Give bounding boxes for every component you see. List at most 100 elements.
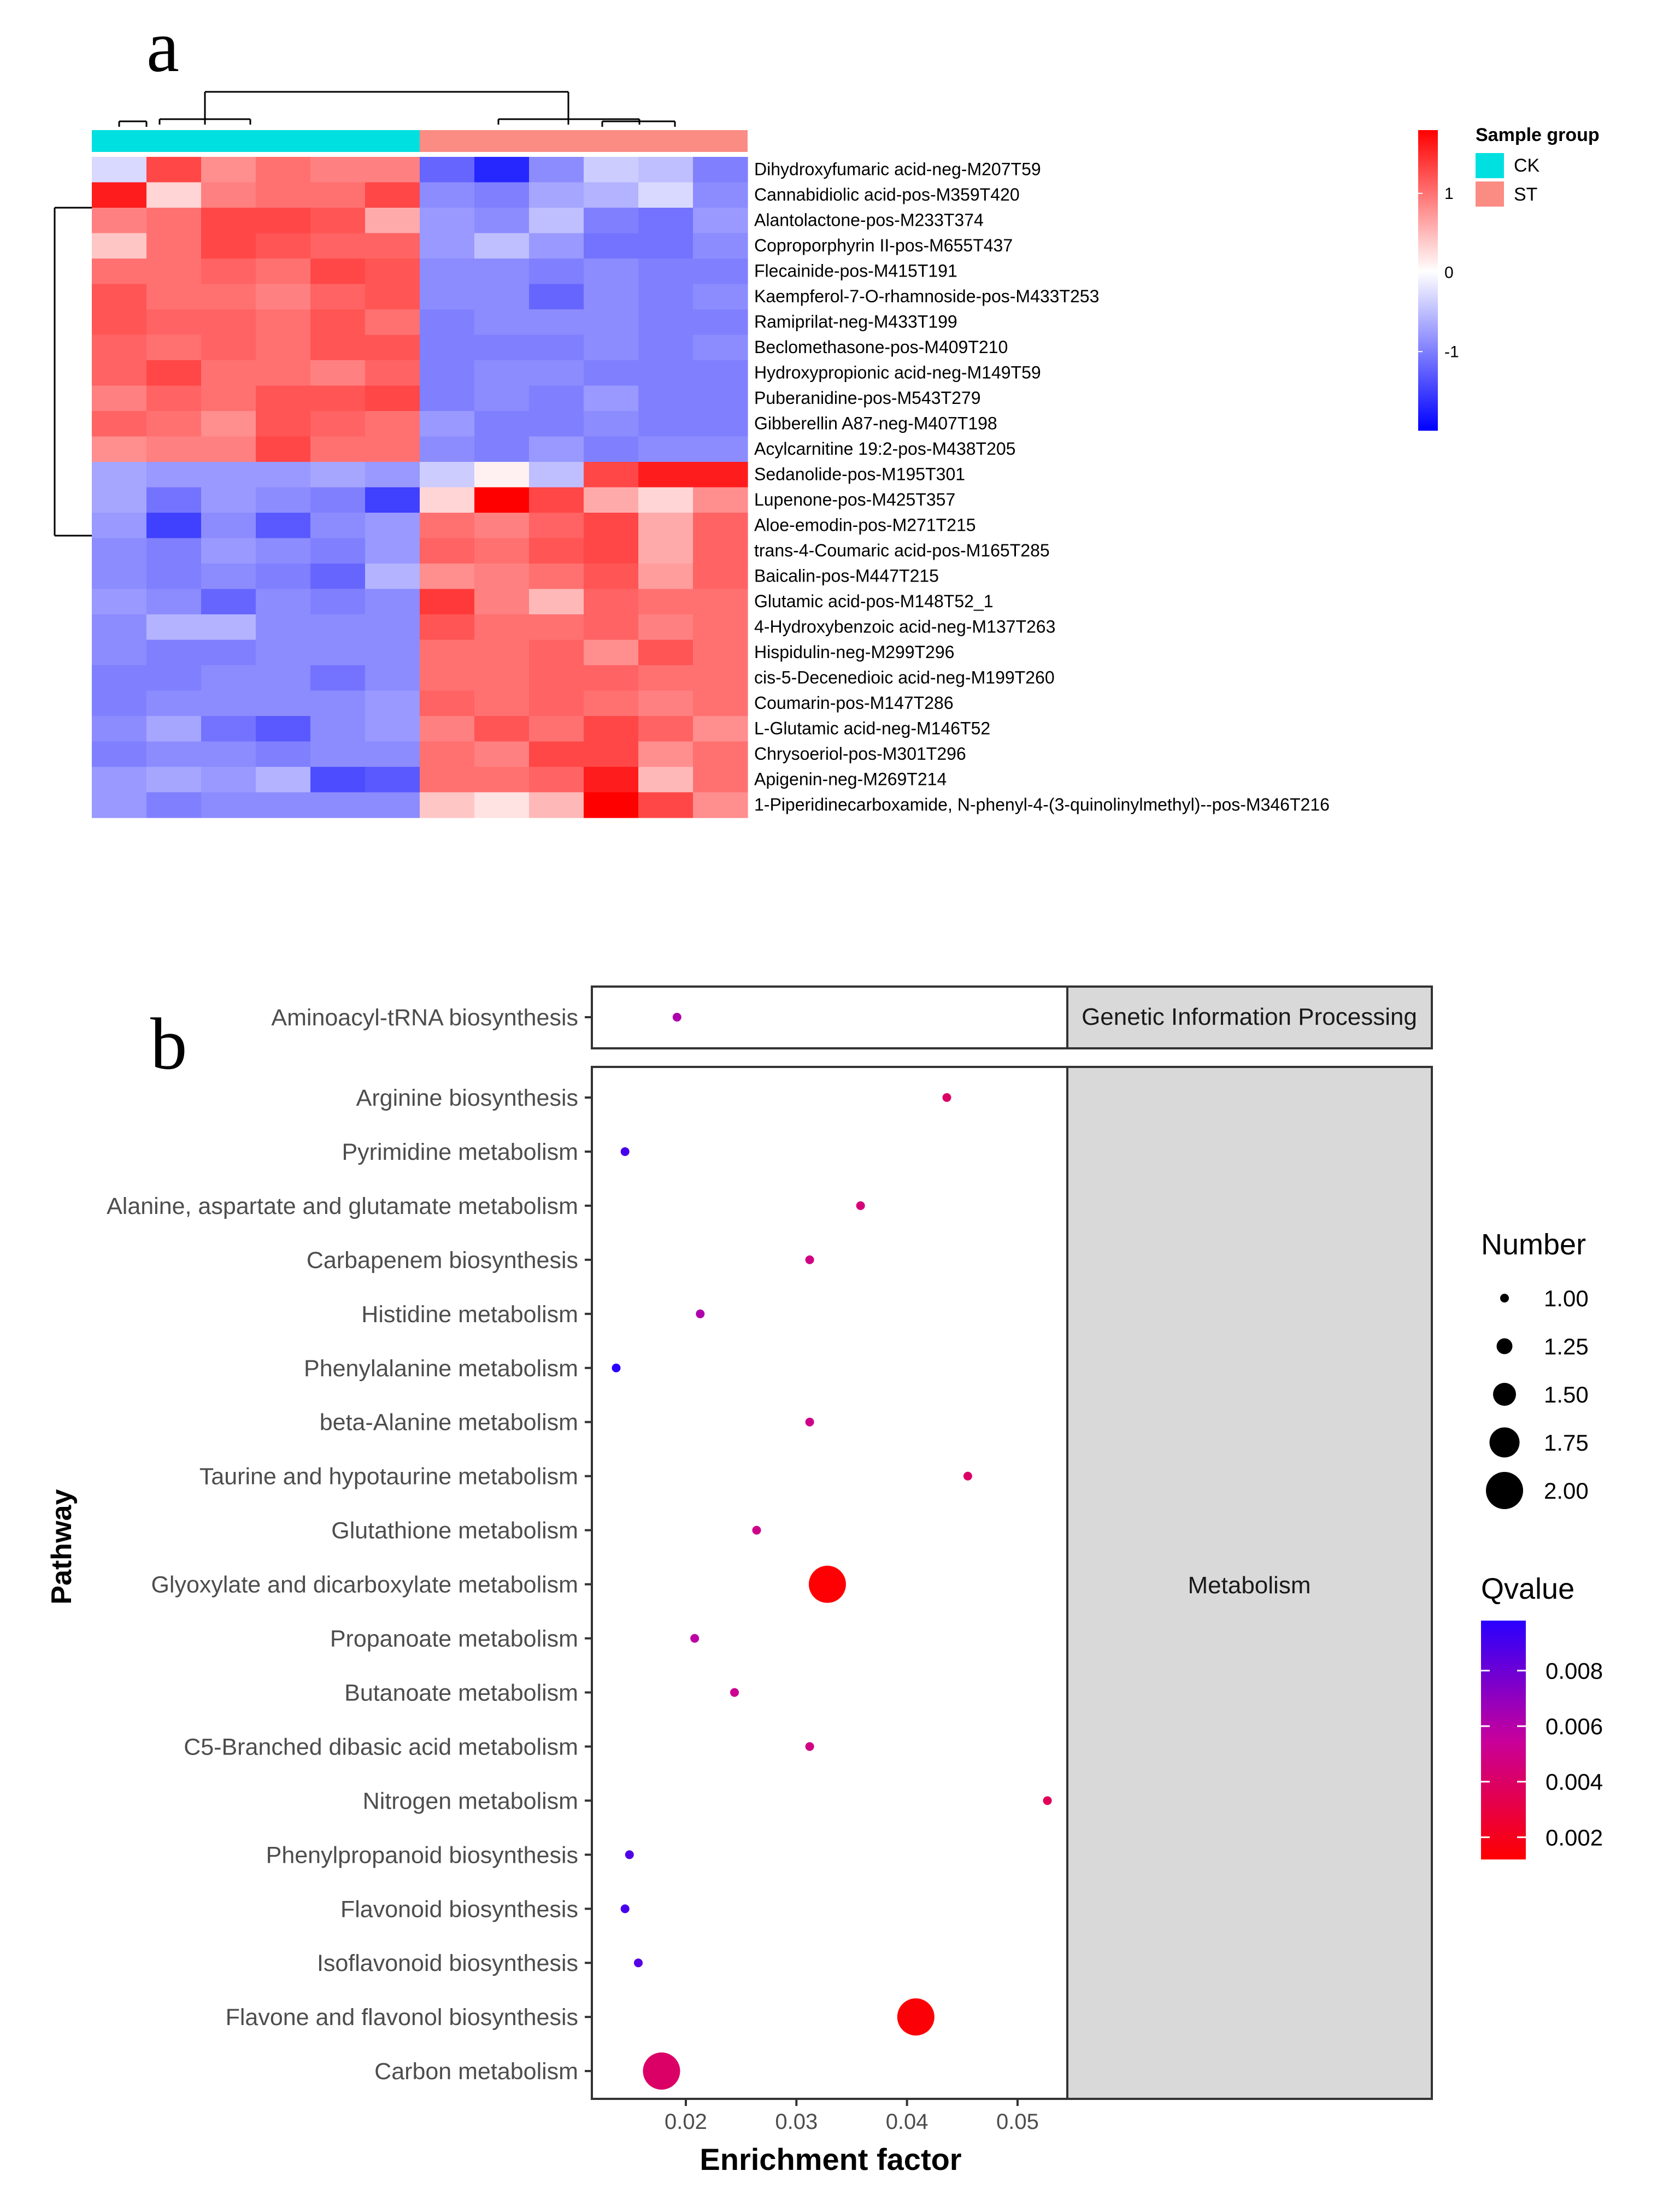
heatmap-cell bbox=[365, 564, 420, 590]
heatmap-cell bbox=[256, 589, 311, 615]
heatmap-cell bbox=[92, 309, 147, 336]
heatmap-cell bbox=[146, 385, 202, 412]
heatmap-cell bbox=[310, 436, 366, 462]
heatmap-cell bbox=[693, 792, 748, 818]
heatmap-cell bbox=[92, 665, 147, 691]
heatmap-cell bbox=[584, 564, 639, 590]
heatmap-cell bbox=[420, 589, 475, 615]
heatmap-cell bbox=[638, 767, 694, 793]
heatmap-cell bbox=[584, 792, 639, 818]
heatmap-cell bbox=[256, 614, 311, 641]
heatmap-cell bbox=[420, 741, 475, 767]
heatmap-row-label: trans-4-Coumaric acid-pos-M165T285 bbox=[754, 541, 1050, 560]
heatmap-cell bbox=[638, 411, 694, 437]
heatmap-cell bbox=[474, 665, 530, 691]
heatmap-cell bbox=[201, 639, 256, 666]
heatmap-cell bbox=[146, 462, 202, 488]
heatmap-cell bbox=[529, 741, 584, 767]
bubble-point bbox=[696, 1309, 705, 1318]
heatmap-row-label: Hispidulin-neg-M299T296 bbox=[754, 642, 954, 662]
size-legend-dot bbox=[1489, 1427, 1520, 1458]
heatmap-cell bbox=[584, 411, 639, 437]
bubble-point bbox=[856, 1201, 865, 1210]
bubble-point bbox=[805, 1417, 814, 1427]
heatmap-color-scale bbox=[1418, 130, 1438, 431]
heatmap-cell bbox=[365, 259, 420, 285]
column-dendrogram bbox=[118, 91, 676, 127]
heatmap-cell bbox=[365, 513, 420, 539]
heatmap-cell bbox=[420, 411, 475, 437]
pathway-axis-labels: Aminoacyl-tRNA biosynthesis Arginine bios… bbox=[107, 1005, 592, 2085]
heatmap-cell bbox=[474, 767, 530, 793]
bubble-point bbox=[752, 1525, 761, 1535]
heatmap-row-label: Cannabidiolic acid-pos-M359T420 bbox=[754, 185, 1020, 204]
heatmap-cell bbox=[201, 157, 256, 183]
heatmap-cell bbox=[256, 792, 311, 818]
bubble-point bbox=[620, 1147, 630, 1156]
pathway-label: Phenylalanine metabolism bbox=[304, 1356, 578, 1382]
facet-label-genetic: Genetic Information Processing bbox=[1082, 1004, 1417, 1030]
heatmap-cell bbox=[638, 639, 694, 666]
heatmap-cell bbox=[420, 716, 475, 742]
bubble-point bbox=[1043, 1796, 1052, 1805]
heatmap-cell bbox=[146, 741, 202, 767]
heatmap-cell bbox=[201, 665, 256, 691]
heatmap-cell bbox=[256, 436, 311, 462]
heatmap-cell bbox=[474, 589, 530, 615]
heatmap-cell bbox=[146, 513, 202, 539]
heatmap-cell bbox=[365, 538, 420, 564]
heatmap-panel: a Dihydroxyfumaric acid-neg-M207T59 Canna… bbox=[54, 6, 1600, 818]
heatmap-cell bbox=[474, 487, 530, 513]
heatmap-cell bbox=[92, 564, 147, 590]
heatmap-cell bbox=[201, 564, 256, 590]
heatmap-cell bbox=[420, 208, 475, 234]
heatmap-cell bbox=[474, 309, 530, 336]
heatmap-cell bbox=[584, 665, 639, 691]
heatmap-cell bbox=[638, 589, 694, 615]
heatmap-cell bbox=[693, 233, 748, 259]
qvalue-ticks: 0.008 0.006 0.004 0.002 bbox=[1481, 1658, 1603, 1850]
heatmap-cell bbox=[474, 436, 530, 462]
heatmap-cell bbox=[256, 741, 311, 767]
group-legend-title: Sample group bbox=[1476, 125, 1600, 145]
x-axis-ticks: 0.02 0.03 0.04 0.05 bbox=[665, 2099, 1039, 2134]
x-tick-label: 0.02 bbox=[665, 2110, 707, 2134]
heatmap-cell bbox=[420, 157, 475, 183]
heatmap-cell bbox=[146, 716, 202, 742]
heatmap-cell bbox=[584, 639, 639, 666]
sample-group-bar bbox=[92, 130, 748, 152]
heatmap-cells bbox=[92, 157, 748, 818]
heatmap-cell bbox=[92, 690, 147, 717]
heatmap-cell bbox=[92, 462, 147, 488]
heatmap-cell bbox=[638, 564, 694, 590]
heatmap-cell bbox=[474, 690, 530, 717]
heatmap-cell bbox=[146, 309, 202, 336]
heatmap-cell bbox=[365, 716, 420, 742]
heatmap-cell bbox=[638, 792, 694, 818]
heatmap-cell bbox=[256, 513, 311, 539]
heatmap-cell bbox=[420, 538, 475, 564]
pathway-label: C5-Branched dibasic acid metabolism bbox=[184, 1734, 578, 1760]
heatmap-cell bbox=[529, 208, 584, 234]
heatmap-cell bbox=[529, 690, 584, 717]
heatmap-cell bbox=[693, 157, 748, 183]
heatmap-cell bbox=[92, 487, 147, 513]
heatmap-cell bbox=[365, 487, 420, 513]
size-legend-dot bbox=[1500, 1294, 1509, 1302]
heatmap-cell bbox=[146, 665, 202, 691]
heatmap-cell bbox=[693, 411, 748, 437]
heatmap-cell bbox=[146, 564, 202, 590]
heatmap-cell bbox=[310, 284, 366, 310]
heatmap-cell bbox=[256, 462, 311, 488]
heatmap-cell bbox=[638, 614, 694, 641]
heatmap-cell bbox=[638, 208, 694, 234]
size-legend-label: 1.50 bbox=[1544, 1382, 1589, 1407]
heatmap-cell bbox=[92, 741, 147, 767]
heatmap-cell bbox=[529, 462, 584, 488]
heatmap-cell bbox=[420, 309, 475, 336]
pathway-label: Glyoxylate and dicarboxylate metabolism bbox=[151, 1572, 578, 1598]
bubble-point bbox=[808, 1565, 846, 1603]
heatmap-row-labels: Dihydroxyfumaric acid-neg-M207T59 Cannabi… bbox=[754, 159, 1330, 814]
heatmap-cell bbox=[529, 284, 584, 310]
heatmap-cell bbox=[256, 767, 311, 793]
